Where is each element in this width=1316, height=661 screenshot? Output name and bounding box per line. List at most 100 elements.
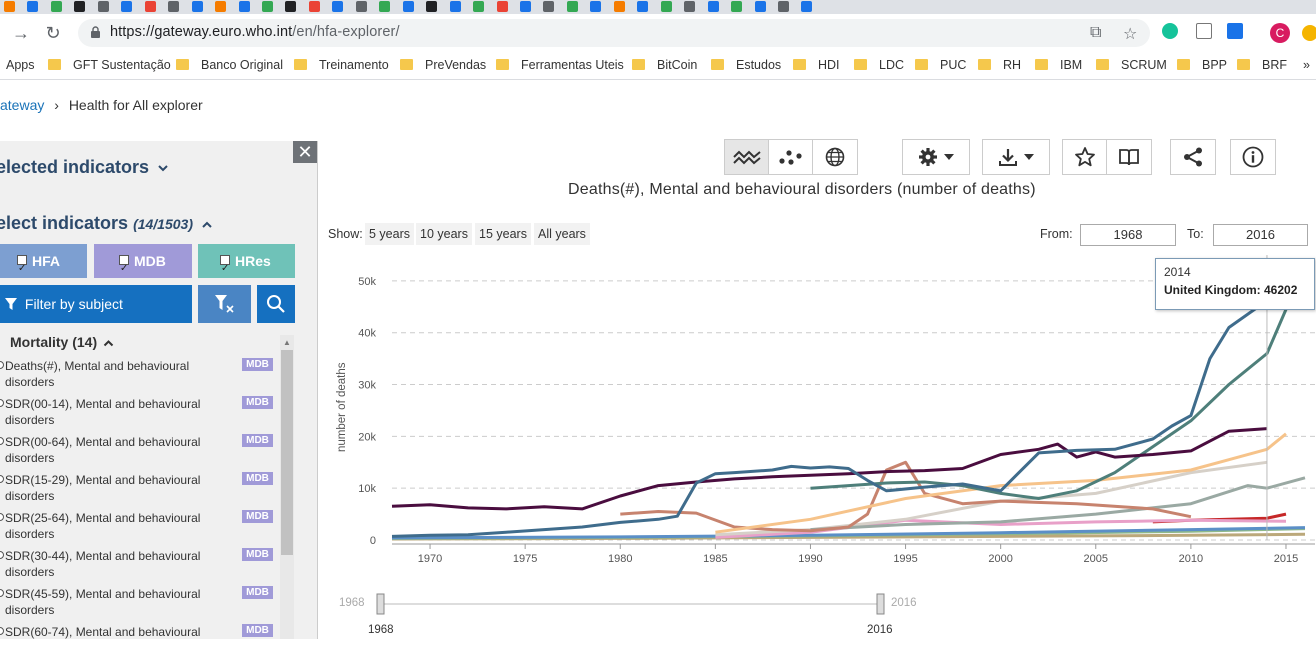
tab-favicon[interactable] xyxy=(402,1,414,12)
bookmark-item[interactable]: SCRUM xyxy=(1096,58,1167,72)
download-dropdown-button[interactable] xyxy=(983,140,1049,174)
selected-indicators-toggle[interactable]: elected indicators xyxy=(0,157,169,178)
map-view-button[interactable] xyxy=(813,140,857,174)
profile-avatar[interactable]: C xyxy=(1270,23,1290,43)
tab-favicon[interactable] xyxy=(731,1,743,12)
indicator-item[interactable]: SDR(00-14), Mental and behavioural disor… xyxy=(0,395,278,433)
favorite-button[interactable] xyxy=(1063,140,1107,174)
bookmark-item[interactable]: LDC xyxy=(854,58,904,72)
tab-favicon[interactable] xyxy=(379,1,391,12)
slider-handle-end[interactable] xyxy=(876,593,885,615)
indicator-item[interactable]: SDR(00-64), Mental and behavioural disor… xyxy=(0,433,278,471)
bookmark-item[interactable]: PreVendas xyxy=(400,58,486,72)
indicator-item[interactable]: SDR(15-29), Mental and behavioural disor… xyxy=(0,471,278,509)
bookmarks-overflow[interactable]: » xyxy=(1303,58,1310,72)
filter-by-subject-button[interactable]: Filter by subject xyxy=(0,285,192,323)
period-15-years-button[interactable]: 15 years xyxy=(475,223,531,245)
bookmark-item[interactable]: PUC xyxy=(915,58,966,72)
scatter-chart-button[interactable] xyxy=(769,140,813,174)
eyedropper-icon[interactable] xyxy=(1196,23,1212,39)
tab-favicon[interactable] xyxy=(566,1,578,12)
tab-favicon[interactable] xyxy=(332,1,344,12)
tab-favicon[interactable] xyxy=(191,1,203,12)
bookmark-item[interactable]: Ferramentas Uteis xyxy=(496,58,624,72)
close-sidebar-button[interactable]: ✕ xyxy=(293,141,317,163)
tab-favicon[interactable] xyxy=(707,1,719,12)
tab-favicon[interactable] xyxy=(50,1,62,12)
bookmark-item[interactable]: BRF xyxy=(1237,58,1287,72)
extension-icon[interactable] xyxy=(1302,25,1316,41)
period-all-years-button[interactable]: All years xyxy=(534,223,590,245)
settings-dropdown-button[interactable] xyxy=(903,140,969,174)
tab-favicon[interactable] xyxy=(543,1,555,12)
bookmark-apps[interactable]: Apps xyxy=(6,58,35,72)
indicator-list-scrollbar[interactable]: ▲ xyxy=(280,335,294,639)
bookmark-item[interactable]: GFT Sustentação xyxy=(48,58,171,72)
breadcrumb-gateway-link[interactable]: ateway xyxy=(0,97,45,113)
line-chart-button[interactable] xyxy=(725,140,769,174)
bookmark-item[interactable]: Treinamento xyxy=(294,58,389,72)
url-text[interactable]: https://gateway.euro.who.int/en/hfa-expl… xyxy=(110,24,400,40)
tab-favicon[interactable] xyxy=(238,1,250,12)
tab-favicon[interactable] xyxy=(660,1,672,12)
tab-favicon[interactable] xyxy=(121,1,133,12)
tab-favicon[interactable] xyxy=(519,1,531,12)
period-10-years-button[interactable]: 10 years xyxy=(416,223,472,245)
translate-icon[interactable]: ⧉ xyxy=(1090,24,1102,41)
bookmark-item[interactable]: RH xyxy=(978,58,1021,72)
indicator-item[interactable]: Deaths(#), Mental and behavioural disord… xyxy=(0,357,278,395)
period-5-years-button[interactable]: 5 years xyxy=(365,223,414,245)
windows-icon[interactable] xyxy=(1227,23,1243,39)
database-mdb-toggle[interactable]: MDB xyxy=(94,244,192,286)
tab-favicon[interactable] xyxy=(613,1,625,12)
tab-favicon[interactable] xyxy=(285,1,297,12)
tab-favicon[interactable] xyxy=(473,1,485,12)
tab-favicon[interactable] xyxy=(261,1,273,12)
bookmark-item[interactable]: IBM xyxy=(1035,58,1082,72)
slider-handle-start[interactable] xyxy=(376,593,385,615)
tab-favicon[interactable] xyxy=(426,1,438,12)
reload-icon[interactable]: ↻ xyxy=(45,23,61,43)
bookmark-item[interactable]: HDI xyxy=(793,58,840,72)
grammarly-icon[interactable] xyxy=(1162,23,1178,39)
clear-filter-button[interactable] xyxy=(198,285,251,323)
tab-favicon[interactable] xyxy=(355,1,367,12)
mortality-group-toggle[interactable]: Mortality (14) xyxy=(10,334,114,350)
indicator-item[interactable]: SDR(25-64), Mental and behavioural disor… xyxy=(0,509,278,547)
tab-favicon[interactable] xyxy=(496,1,508,12)
tab-favicon[interactable] xyxy=(637,1,649,12)
from-year-input[interactable]: 1968 xyxy=(1080,224,1176,246)
address-bar[interactable]: https://gateway.euro.who.int/en/hfa-expl… xyxy=(78,19,1150,47)
tab-favicon[interactable] xyxy=(590,1,602,12)
forward-icon[interactable]: → xyxy=(12,23,30,43)
indicator-item[interactable]: SDR(30-44), Mental and behavioural disor… xyxy=(0,547,278,585)
bookmark-item[interactable]: Estudos xyxy=(711,58,781,72)
tab-favicon[interactable] xyxy=(215,1,227,12)
select-indicators-toggle[interactable]: elect indicators (14/1503) xyxy=(0,213,213,234)
tab-favicon[interactable] xyxy=(754,1,766,12)
tab-favicon[interactable] xyxy=(777,1,789,12)
tab-favicon[interactable] xyxy=(97,1,109,12)
bookmark-star-icon[interactable]: ☆ xyxy=(1123,26,1138,43)
bookmark-item[interactable]: Banco Original xyxy=(176,58,283,72)
tab-favicon[interactable] xyxy=(684,1,696,12)
database-hfa-toggle[interactable]: HFA xyxy=(0,244,87,286)
tab-favicon[interactable] xyxy=(308,1,320,12)
indicator-item[interactable]: SDR(45-59), Mental and behavioural disor… xyxy=(0,585,278,623)
scrollbar-thumb[interactable] xyxy=(281,350,293,555)
year-range-slider[interactable] xyxy=(0,0,1316,639)
share-button[interactable] xyxy=(1171,140,1215,174)
search-button[interactable] xyxy=(257,285,295,323)
browser-tab-strip[interactable] xyxy=(0,0,1316,14)
metadata-book-button[interactable] xyxy=(1107,140,1151,174)
tab-favicon[interactable] xyxy=(144,1,156,12)
tab-favicon[interactable] xyxy=(74,1,86,12)
info-button[interactable] xyxy=(1231,140,1275,174)
tab-favicon[interactable] xyxy=(801,1,813,12)
tab-favicon[interactable] xyxy=(27,1,39,12)
indicator-item[interactable]: SDR(60-74), Mental and behavioural MDB xyxy=(0,623,278,661)
to-year-input[interactable]: 2016 xyxy=(1213,224,1308,246)
tab-favicon[interactable] xyxy=(449,1,461,12)
tab-favicon[interactable] xyxy=(168,1,180,12)
bookmark-item[interactable]: BitCoin xyxy=(632,58,697,72)
